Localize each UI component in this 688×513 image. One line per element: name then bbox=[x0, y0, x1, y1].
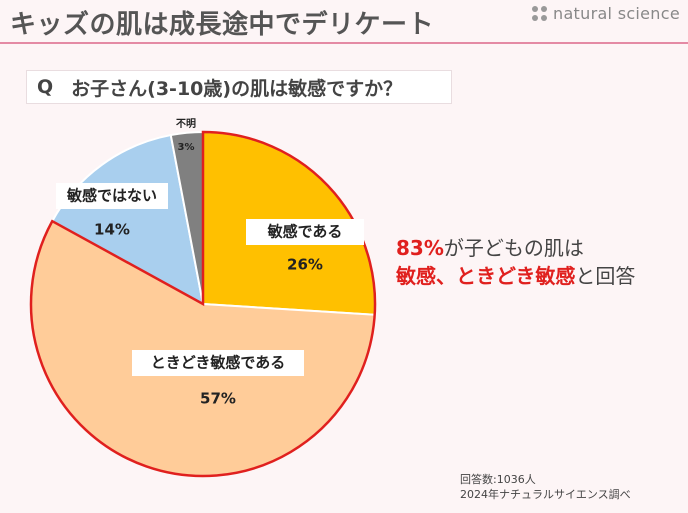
footnote-respondents: 回答数:1036人 bbox=[460, 473, 536, 486]
callout-line-1-text: が子どもの肌は bbox=[443, 236, 584, 260]
slice-label-unknown: 不明 bbox=[176, 118, 196, 130]
slice-value-sometimes-sensitive: 57% bbox=[200, 390, 236, 408]
footnote: 回答数:1036人 2024年ナチュラルサイエンス調べ bbox=[460, 472, 631, 502]
slice-label-not-sensitive: 敏感ではない bbox=[66, 187, 157, 205]
pie-slice-not-sensitive bbox=[50, 133, 205, 306]
brand-logo: natural science bbox=[532, 4, 680, 23]
page-title: キッズの肌は成長途中でデリケート bbox=[10, 10, 435, 40]
slice-label-sensitive: 敏感である bbox=[267, 223, 343, 241]
callout-line-2: 敏感、ときどき敏感と回答 bbox=[396, 262, 635, 290]
slice-value-sensitive: 26% bbox=[287, 256, 323, 274]
slice-label-sometimes-sensitive: ときどき敏感である bbox=[151, 354, 285, 372]
question-mark: Q bbox=[37, 76, 54, 98]
question-text: お子さん(3-10歳)の肌は敏感ですか？ bbox=[71, 77, 403, 100]
slice-label-box-sometimes-sensitive bbox=[132, 350, 304, 376]
question-banner: Q お子さん(3-10歳)の肌は敏感ですか？ bbox=[26, 70, 452, 104]
slice-label-box-sensitive bbox=[246, 219, 364, 245]
footnote-source: 2024年ナチュラルサイエンス調べ bbox=[460, 488, 631, 501]
callout-summary: 83%が子どもの肌は 敏感、ときどき敏感と回答 bbox=[396, 234, 635, 290]
brand-dots-icon bbox=[532, 5, 548, 22]
callout-answer: 敏感、ときどき敏感 bbox=[396, 264, 576, 288]
brand-name: natural science bbox=[553, 4, 680, 23]
title-divider bbox=[0, 42, 688, 44]
slice-value-not-sensitive: 14% bbox=[94, 221, 130, 239]
callout-percent: 83% bbox=[396, 236, 444, 260]
callout-line-2-text: と回答 bbox=[575, 264, 636, 288]
callout-line-1: 83%が子どもの肌は bbox=[396, 234, 635, 262]
highlight-outline bbox=[29, 130, 377, 478]
slice-value-unknown: 3% bbox=[178, 142, 195, 153]
slice-label-box-not-sensitive bbox=[56, 183, 168, 209]
